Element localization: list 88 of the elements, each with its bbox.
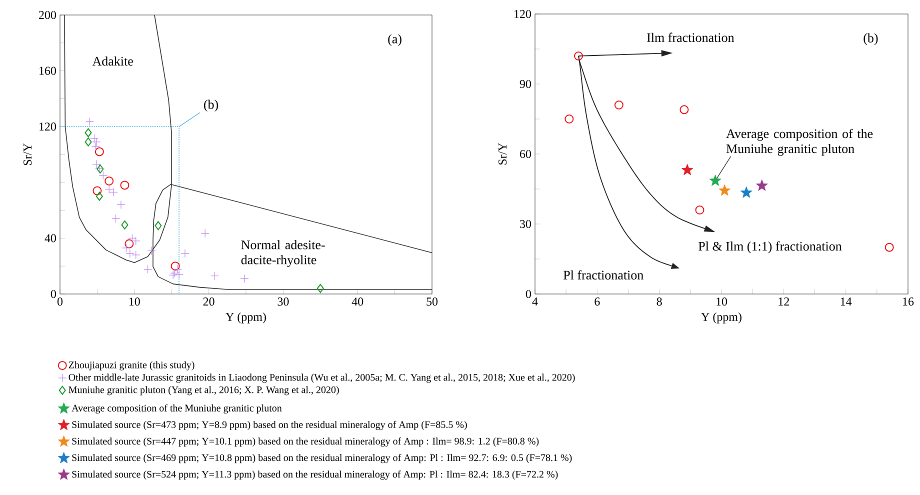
y-tick-label: 120 <box>40 122 56 131</box>
x-tick-label: 16 <box>903 298 914 306</box>
y-tick-label: 120 <box>514 10 532 18</box>
x-axis-title: Y (ppm) <box>226 312 266 324</box>
annotation: Adakite <box>92 56 133 66</box>
point <box>98 171 108 180</box>
point <box>121 220 128 230</box>
point <box>132 250 140 260</box>
point <box>681 164 694 176</box>
point <box>124 239 134 248</box>
legend-label: Simulated source (Sr=524 ppm; Y=11.3 ppm) based on the residual mineralogy of Amp: Pl : Ilm= 82.4: 18.3 (F=72.2 %) <box>72 470 558 480</box>
point <box>154 221 162 230</box>
legend-label: Simulated source (Sr=469 ppm; Y=10.8 ppm) based on the residual mineralogy of Amp: Pl : Ilm= 92.7: 6.9: 0.5 (F=78.1 %) <box>72 454 572 464</box>
x-tick-label: 10 <box>129 298 140 306</box>
point <box>84 137 92 146</box>
point <box>680 105 689 114</box>
x-tick-label: 10 <box>716 298 728 306</box>
point <box>143 265 152 274</box>
point <box>85 117 94 126</box>
annotation: Pl fractionation <box>564 270 644 280</box>
point <box>94 147 104 156</box>
y-tick-label: 160 <box>40 66 56 75</box>
point <box>210 272 220 280</box>
legend-label: Zhoujiapuzi granite (this study) <box>68 361 194 370</box>
point <box>92 138 101 146</box>
legend-label: Muniuhe granitic pluton (Yang et al., 2016; X. P. Wang et al., 2020) <box>68 386 339 396</box>
point <box>574 51 584 60</box>
y-tick-label: 60 <box>520 150 532 158</box>
point <box>116 200 126 210</box>
x-tick-label: 30 <box>278 298 289 306</box>
legend-label: Other middle-late Jurassic granitoids in Liaodong Peninsula (Wu et al., 2005a; M. C. Yang et al., 2015, 2018; Xue et al., 2020) <box>68 374 575 383</box>
x-tick-label: 8 <box>656 298 662 306</box>
point <box>614 100 624 110</box>
point <box>316 284 324 293</box>
point <box>240 274 249 283</box>
x-tick-label: 6 <box>594 298 600 306</box>
point <box>884 242 894 252</box>
point <box>170 262 180 271</box>
y-tick-label: 30 <box>520 220 532 228</box>
annotation: (a) <box>388 34 402 46</box>
legend-label: Average composition of the Muniuhe granitic pluton <box>72 404 282 414</box>
annotation: Normal adesite-dacite-rhyolite <box>241 240 325 267</box>
x-tick-label: 0 <box>57 298 63 306</box>
point <box>718 184 731 196</box>
x-tick-label: 40 <box>352 298 364 306</box>
annotation: Pl & Ilm (1:1) fractionation <box>698 241 842 254</box>
point <box>564 114 574 124</box>
x-tick-label: 20 <box>203 298 214 306</box>
annotation: (b) <box>864 33 878 46</box>
point <box>104 176 114 186</box>
point <box>84 128 92 138</box>
point <box>756 180 768 191</box>
point <box>170 268 179 278</box>
point <box>120 180 130 190</box>
point <box>695 206 704 214</box>
point <box>132 236 140 246</box>
point <box>200 229 210 238</box>
point <box>91 142 100 151</box>
point <box>96 192 103 201</box>
legend-label: Simulated source (Sr=447 ppm; Y=10.1 ppm) based on the residual mineralogy of Amp : Ilm= 98.9: 1.2 (F=80.8 %) <box>72 437 539 447</box>
annotation: Ilm fractionation <box>647 32 734 42</box>
point <box>147 246 156 256</box>
point <box>92 160 101 169</box>
point <box>740 186 752 198</box>
point <box>180 249 190 258</box>
point <box>90 134 99 143</box>
y-axis-title: Sr/Y <box>24 143 32 166</box>
point <box>174 270 184 279</box>
y-tick-label: 200 <box>39 10 56 20</box>
annotation: Average composition of the Muniuhe granitic pluton <box>726 128 873 156</box>
point <box>92 186 102 196</box>
y-tick-label: 0 <box>526 290 532 298</box>
x-tick-label: 50 <box>426 298 438 306</box>
y-tick-label: 40 <box>44 234 56 242</box>
y-tick-label: 0 <box>50 290 56 298</box>
x-axis-title: Y (ppm) <box>701 312 742 324</box>
y-axis-title: Sr/Y <box>498 142 507 165</box>
y-tick-label: 90 <box>520 80 532 88</box>
x-tick-label: 12 <box>778 298 790 306</box>
x-tick-label: 4 <box>532 298 538 306</box>
point <box>709 174 722 186</box>
point <box>168 270 178 280</box>
legend-label: Simulated source (Sr=473 ppm; Y=8.9 ppm) based on the residual mineralogy of Amp (F=85.5 %) <box>72 420 467 430</box>
x-tick-label: 14 <box>840 298 852 306</box>
annotation: (b) <box>204 100 218 112</box>
point <box>112 214 120 223</box>
point <box>173 265 182 274</box>
point <box>128 234 136 242</box>
